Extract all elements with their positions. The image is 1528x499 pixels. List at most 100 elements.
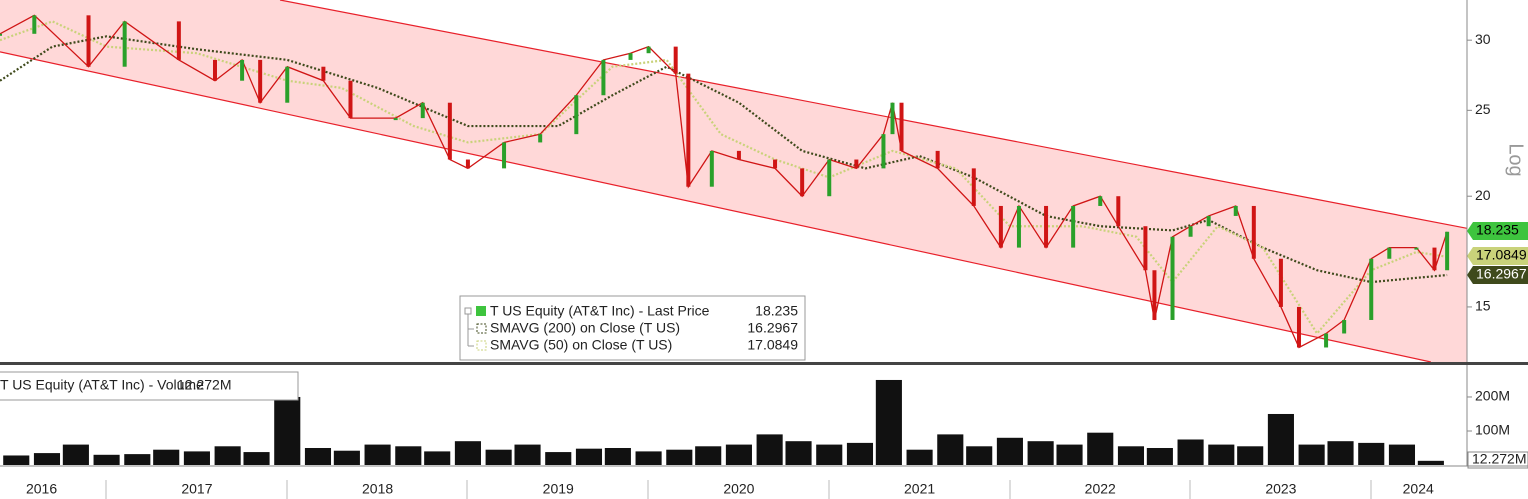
volume-bar (153, 449, 180, 465)
legend-tree (464, 307, 474, 347)
y-tick-label: 30 (1475, 31, 1491, 47)
price-candle (420, 102, 425, 119)
volume-bar (424, 451, 451, 465)
price-candle (827, 159, 832, 197)
price-candle (881, 134, 886, 169)
price-candle (122, 21, 127, 67)
price-candle (447, 102, 452, 160)
volume-bar (666, 449, 693, 465)
price-candle (1296, 306, 1301, 348)
legend-value: 12.272M (177, 377, 231, 393)
price-candle (348, 80, 353, 119)
volume-panel (3, 379, 1444, 465)
price-candle (1098, 196, 1103, 206)
volume-bar (183, 451, 210, 465)
price-panel (0, 0, 1467, 362)
volume-bar (1027, 441, 1054, 465)
price-candle (899, 102, 904, 151)
price-candle (601, 59, 606, 96)
price-candle (628, 53, 633, 60)
legend-icon (476, 306, 486, 316)
x-tick-label: 2022 (1085, 481, 1116, 497)
channel-fill (0, 0, 1467, 362)
legend-value: 17.0849 (747, 337, 798, 353)
sma-line (0, 35, 1448, 284)
channel-line (0, 51, 1431, 362)
legend-label: SMAVG (200) on Close (T US) (490, 320, 680, 336)
volume-bar (1117, 446, 1145, 465)
volume-bar (454, 441, 481, 465)
legend-value: 18.235 (755, 303, 798, 319)
price-candle (1044, 205, 1049, 248)
price-candle (574, 95, 579, 135)
price-candle (1016, 205, 1021, 248)
volume-bar (725, 444, 752, 465)
price-candle (1206, 215, 1211, 227)
price-candle (1116, 196, 1121, 227)
price-candle (240, 59, 245, 81)
volume-bar (364, 444, 391, 465)
volume-bar (906, 449, 933, 465)
x-tick-label: 2018 (362, 481, 393, 497)
volume-bar (785, 441, 812, 465)
volume-bar (333, 450, 360, 465)
price-candle (773, 159, 778, 169)
price-candle (465, 159, 470, 169)
price-candle (32, 15, 37, 34)
volume-bar (1417, 460, 1444, 465)
price-candle (854, 159, 859, 169)
price-candle (935, 150, 940, 169)
volume-bar (33, 453, 61, 465)
volume-bar (1267, 413, 1294, 465)
volume-bar (3, 455, 30, 465)
volume-bar (875, 379, 902, 465)
price-candle (1324, 333, 1329, 348)
price-candle (285, 66, 290, 103)
price-candle (709, 150, 714, 187)
price-candle (1278, 258, 1283, 307)
volume-bar (575, 448, 603, 465)
price-tag (1467, 247, 1528, 265)
volume-bar (816, 444, 843, 465)
x-tick-label: 2020 (723, 481, 754, 497)
panel-separator (0, 362, 1528, 365)
volume-bar (695, 446, 722, 465)
price-candle (538, 134, 543, 143)
log-label: Log (1505, 143, 1527, 176)
legend-icon (476, 340, 487, 351)
volume-bar (1388, 444, 1416, 465)
volume-bar (514, 444, 541, 465)
price-candle (258, 59, 263, 103)
year-separators (105, 480, 1372, 499)
channel-line (279, 0, 1467, 229)
price-candle (502, 142, 507, 169)
price-candle (1251, 205, 1256, 259)
volume-bar (966, 446, 993, 465)
volume-bar (545, 452, 572, 465)
price-candle (1170, 236, 1175, 320)
volume-bar (1087, 432, 1114, 465)
price-tag-label: 18.235 (1476, 222, 1519, 238)
price-candle (1143, 226, 1148, 271)
volume-bar (485, 449, 512, 465)
price-tag-label: 16.2967 (1476, 266, 1527, 282)
price-candle (0, 33, 2, 36)
volume-bar (243, 452, 270, 465)
price-candle (321, 66, 326, 81)
volume-bar (304, 447, 332, 465)
price-candle (800, 168, 805, 197)
x-tick-label: 2019 (543, 481, 574, 497)
volume-bar (635, 451, 662, 465)
legend-label: SMAVG (50) on Close (T US) (490, 337, 672, 353)
price-candle (1342, 319, 1347, 334)
price-candle (176, 21, 181, 60)
price-candle (1445, 231, 1450, 271)
y-tick-label: 200M (1475, 388, 1510, 404)
price-candle (890, 102, 895, 135)
y-tick-label: 20 (1475, 187, 1491, 203)
volume-legend: T US Equity (AT&T Inc) - Volume 12.272M (0, 371, 299, 401)
volume-bar (1237, 446, 1264, 465)
volume-bar (1358, 442, 1385, 465)
x-tick-label: 2021 (904, 481, 935, 497)
volume-bar (604, 447, 631, 465)
